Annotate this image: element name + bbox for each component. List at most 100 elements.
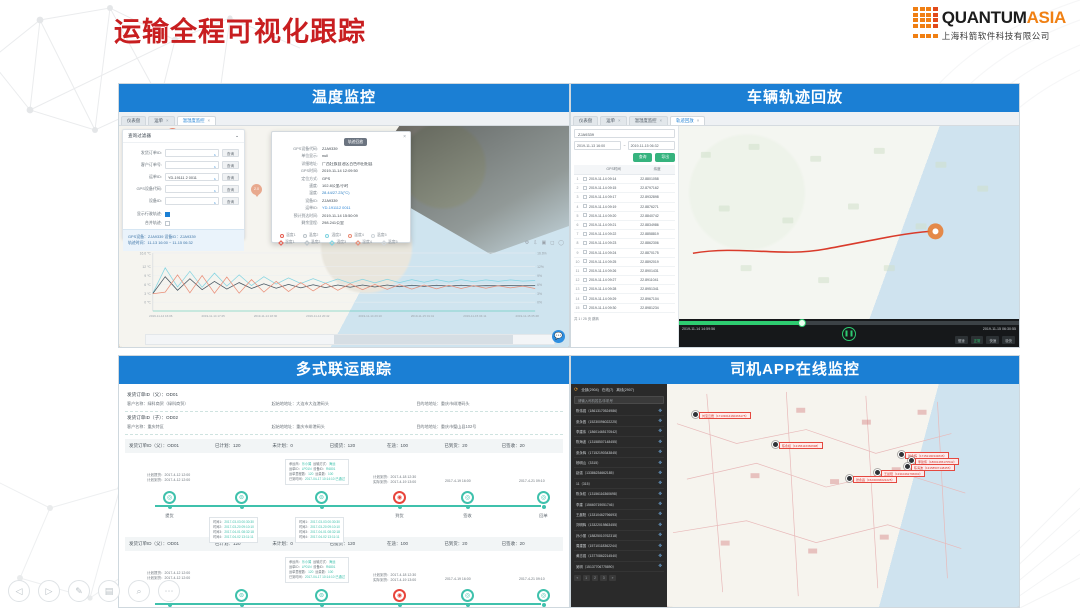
row-checkbox[interactable] [581, 229, 588, 240]
driver-map-marker[interactable] [692, 411, 699, 418]
query-field-input[interactable]: ⌕ [165, 161, 219, 169]
driver-count-offline[interactable]: 离线(2907) [616, 387, 634, 392]
row-checkbox[interactable] [581, 275, 588, 286]
table-row[interactable]: 3 2019-11-14 09:17 22.8932898 [574, 192, 675, 203]
track-map[interactable] [679, 126, 1019, 347]
query-field-button[interactable]: 查询 [222, 149, 239, 157]
timeline-node-5[interactable]: ◎ 回单 [537, 589, 550, 607]
table-row[interactable]: 6 2019-11-14 09:21 22.8834986 [574, 220, 675, 231]
location-pin-icon[interactable]: ✥ [658, 480, 662, 486]
close-icon[interactable]: × [165, 118, 169, 124]
pager-button[interactable]: 3 [600, 575, 608, 581]
driver-map[interactable]: 刘宝云霞（17133014160466175） 陈永权（131561163606… [667, 384, 1019, 607]
progress-knob[interactable] [798, 319, 806, 327]
checkbox-icon[interactable] [165, 220, 170, 226]
table-pager[interactable]: 共 1 / 25 页 跳转 [574, 316, 599, 321]
timeline-node-3[interactable]: ◉ 到货 [393, 589, 406, 607]
location-pin-icon[interactable]: ✥ [658, 552, 662, 558]
search-icon[interactable]: ⌕ [213, 188, 216, 193]
driver-list-item[interactable]: 陈海波（13158507148455） ✥ [574, 437, 664, 448]
driver-list-item[interactable]: 刘明辉（13322019863455） ✥ [574, 520, 664, 531]
driver-list-item[interactable]: 11（315） ✥ [574, 479, 664, 489]
close-icon[interactable]: × [207, 118, 211, 124]
table-row[interactable]: 11 2019-11-14 09:26 22.8901431 [574, 266, 675, 277]
checkbox-icon[interactable] [165, 211, 170, 217]
timeline-node-3[interactable]: ◉ 到货 [393, 491, 406, 519]
tab-dashboard[interactable]: 仪表盘 [121, 116, 147, 125]
table-row[interactable]: 5 2019-11-14 09:20 22.8840742 [574, 211, 675, 221]
table-row[interactable]: 14 2019-11-14 09:29 22.8967104 [574, 293, 675, 304]
legend-item[interactable]: 温度2 [302, 233, 318, 238]
playback-progress[interactable] [679, 319, 1019, 327]
driver-list-item[interactable]: 陈伟强（18613170524986） ✥ [574, 406, 664, 417]
row-checkbox[interactable] [581, 220, 588, 231]
query-field-button[interactable]: 查询 [222, 197, 239, 205]
query-field-input[interactable]: ⌕ [165, 197, 219, 205]
query-field-input[interactable]: ⌕ [165, 185, 219, 193]
next-icon[interactable]: ▷ [38, 580, 60, 602]
row-checkbox[interactable] [581, 248, 588, 258]
driver-map-marker[interactable] [898, 451, 905, 458]
driver-map-marker[interactable] [908, 457, 915, 464]
chart-toolbox[interactable]: ⚙ ⇩ ▣ ◻ ◯ [525, 240, 564, 246]
row-checkbox[interactable] [581, 238, 588, 249]
chart-legend[interactable]: 温度1 温度2 温度3 温度4 温度5 [278, 239, 398, 246]
location-pin-icon[interactable]: ✥ [658, 469, 662, 475]
close-icon[interactable]: × [403, 134, 406, 140]
location-pin-icon[interactable]: ✥ [658, 521, 662, 527]
legend-item[interactable]: 温度1 [280, 233, 296, 238]
grid-icon[interactable]: ▤ [98, 580, 120, 602]
query-checkbox-row[interactable]: 显示行驶轨迹: [128, 211, 239, 217]
tab-temp-humidity[interactable]: 温湿度监控 × [176, 116, 217, 125]
row-checkbox[interactable] [581, 174, 588, 185]
location-pin-icon[interactable]: ✥ [658, 428, 662, 434]
pager-button[interactable]: 1 [582, 575, 590, 581]
location-pin-icon[interactable]: ✥ [658, 418, 662, 424]
chevron-down-icon[interactable]: ⌄ [235, 133, 239, 138]
row-checkbox[interactable] [581, 211, 588, 221]
table-row[interactable]: 13 2019-11-14 09:28 22.8951341 [574, 284, 675, 295]
pager-button[interactable]: « [574, 575, 581, 581]
pause-icon[interactable]: ❚❚ [842, 327, 856, 341]
driver-list-item[interactable]: 张永昌（15230096022225） ✥ [574, 416, 664, 427]
driver-map-marker[interactable] [846, 475, 853, 482]
driver-count-all[interactable]: 全部(2904) [581, 387, 599, 392]
pager-button[interactable]: 2 [591, 575, 599, 581]
legend-item[interactable]: 温度5 [370, 233, 387, 238]
search-button[interactable]: 查询 [632, 153, 653, 162]
trajectory-playback-button[interactable]: 轨迹回放 [344, 138, 368, 146]
speed-option[interactable]: 快速 [986, 336, 1000, 344]
pager-button[interactable]: » [609, 575, 616, 581]
row-checkbox[interactable] [581, 192, 588, 203]
legend-item[interactable]: 温度4 [348, 233, 364, 238]
timeline-node-0[interactable]: ◎ 提货 [163, 491, 176, 519]
location-pin-icon[interactable]: ✥ [658, 459, 662, 465]
row-checkbox[interactable] [581, 303, 588, 313]
row-checkbox[interactable] [581, 266, 588, 277]
query-field-button[interactable]: 查询 [222, 161, 239, 169]
table-row[interactable]: 9 2019-11-14 09:24 22.8870175 [574, 248, 675, 258]
search-icon[interactable]: ⌕ [213, 164, 216, 169]
chat-icon[interactable]: 💬 [552, 330, 565, 343]
chart-tool-icon[interactable]: ◻ [550, 240, 555, 246]
driver-search-input[interactable]: 请输入司机姓名/手机号 [574, 396, 664, 404]
table-row[interactable]: 10 2019-11-14 09:25 22.8892019 [574, 257, 675, 267]
search-icon[interactable]: ⌕ [213, 152, 216, 157]
date-from-input[interactable]: 2019-11-13 16:00 [574, 141, 622, 150]
row-checkbox[interactable] [581, 293, 588, 304]
prev-icon[interactable]: ◁ [8, 580, 30, 602]
speed-option[interactable]: 慢速 [954, 336, 968, 344]
speed-option[interactable]: 正常 [970, 336, 984, 344]
table-row[interactable]: 15 2019-11-14 09:30 22.8981234 [574, 303, 675, 313]
driver-map-marker[interactable] [874, 469, 881, 476]
chart-tool-icon[interactable]: ⇩ [533, 240, 538, 246]
table-row[interactable]: 2 2019-11-14 09:15 22.8797162 [574, 183, 675, 194]
legend-item[interactable]: 温度3 [325, 233, 341, 238]
timeline-node-4[interactable]: ◎ 签收 [461, 589, 474, 607]
chart-scroll-grip[interactable] [333, 335, 514, 344]
zoom-icon[interactable]: ⌕ [128, 580, 150, 602]
map-pin[interactable]: 2.0 [251, 184, 262, 198]
timeline-node-1[interactable]: ⊜ [235, 589, 248, 607]
table-row[interactable]: 7 2019-11-14 09:22 22.8858819 [574, 229, 675, 240]
table-row[interactable]: 1 2019-11-14 09:14 22.8801058 [574, 174, 675, 185]
